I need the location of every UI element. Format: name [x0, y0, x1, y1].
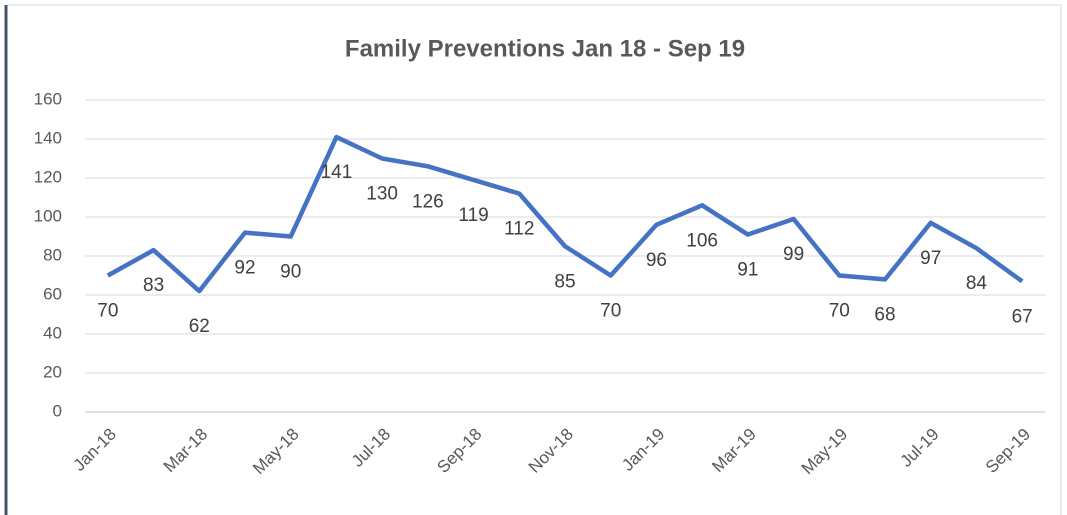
data-label: 96	[646, 250, 667, 271]
chart-frame	[5, 4, 1062, 515]
data-label: 92	[234, 258, 255, 279]
data-label: 83	[143, 275, 164, 296]
data-label: 97	[920, 248, 941, 269]
data-label: 68	[874, 304, 895, 325]
data-label: 91	[737, 260, 758, 281]
y-tick-label: 160	[34, 89, 62, 108]
data-label: 112	[504, 219, 534, 240]
data-label: 126	[412, 191, 444, 212]
y-tick-label: 120	[34, 167, 62, 186]
data-label: 70	[829, 301, 850, 322]
data-label: 141	[321, 162, 353, 183]
data-label: 67	[1012, 306, 1033, 327]
data-line	[106, 134, 1024, 294]
data-label: 70	[97, 301, 118, 322]
data-label: 106	[686, 230, 718, 251]
y-tick-label: 40	[43, 323, 62, 342]
data-label: 62	[189, 316, 210, 337]
data-label: 85	[554, 271, 575, 292]
y-tick-label: 20	[43, 362, 62, 381]
data-label: 130	[366, 184, 398, 205]
y-tick-label: 80	[43, 245, 62, 264]
y-tick-label: 140	[34, 128, 62, 147]
y-tick-label: 0	[53, 401, 62, 420]
y-tick-label: 100	[34, 206, 62, 225]
data-label: 90	[280, 262, 301, 283]
data-label: 70	[600, 301, 621, 322]
data-label: 99	[783, 244, 804, 265]
chart-title: Family Preventions Jan 18 - Sep 19	[345, 35, 745, 62]
y-tick-label: 60	[43, 284, 62, 303]
data-label: 119	[458, 205, 488, 226]
data-label: 84	[966, 273, 988, 294]
